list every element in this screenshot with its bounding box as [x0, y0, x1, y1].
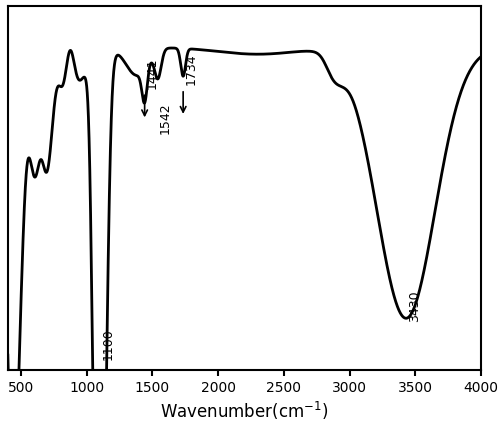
Text: 1542: 1542 — [159, 102, 172, 134]
Text: 1734: 1734 — [184, 54, 197, 86]
Text: 3430: 3430 — [408, 290, 421, 322]
Text: 1441: 1441 — [146, 57, 159, 89]
X-axis label: Wavenumber(cm$^{-1}$): Wavenumber(cm$^{-1}$) — [160, 400, 329, 422]
Text: 1100: 1100 — [102, 328, 115, 360]
